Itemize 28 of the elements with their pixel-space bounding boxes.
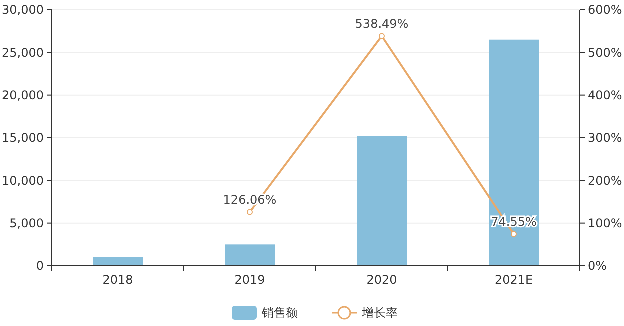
y-tick-label: 15,000 <box>2 131 44 146</box>
y-tick-label: 5,000 <box>10 216 44 231</box>
data-label: 538.49% <box>355 17 409 32</box>
x-tick-label: 2018 <box>102 273 134 287</box>
y2-tick-label: 400% <box>588 88 622 103</box>
point <box>379 33 385 40</box>
y-tick-label: 30,000 <box>2 3 44 18</box>
legend-label: 增长率 <box>361 306 398 320</box>
x-tick-label: 2019 <box>234 273 266 287</box>
point <box>247 209 253 216</box>
bar <box>489 40 539 266</box>
bar <box>93 257 143 266</box>
y-tick-label: 0 <box>36 259 44 274</box>
y2-tick-label: 0% <box>588 259 608 274</box>
y-tick-label: 20,000 <box>2 88 44 103</box>
y2-tick-label: 200% <box>588 174 622 188</box>
y2-tick-label: 100% <box>588 216 622 231</box>
y-tick-label: 25,000 <box>2 46 44 60</box>
bar <box>357 136 407 266</box>
bar <box>225 244 275 266</box>
y2-tick-label: 600% <box>588 3 622 18</box>
y-tick-label: 10,000 <box>2 174 44 188</box>
y2-tick-label: 500% <box>588 46 622 60</box>
y2-tick-label: 300% <box>588 131 622 146</box>
x-tick-label: 2020 <box>366 273 398 287</box>
point <box>511 231 517 238</box>
x-tick-label: 2021E <box>494 273 534 287</box>
legend-label: 销售额 <box>261 306 298 320</box>
